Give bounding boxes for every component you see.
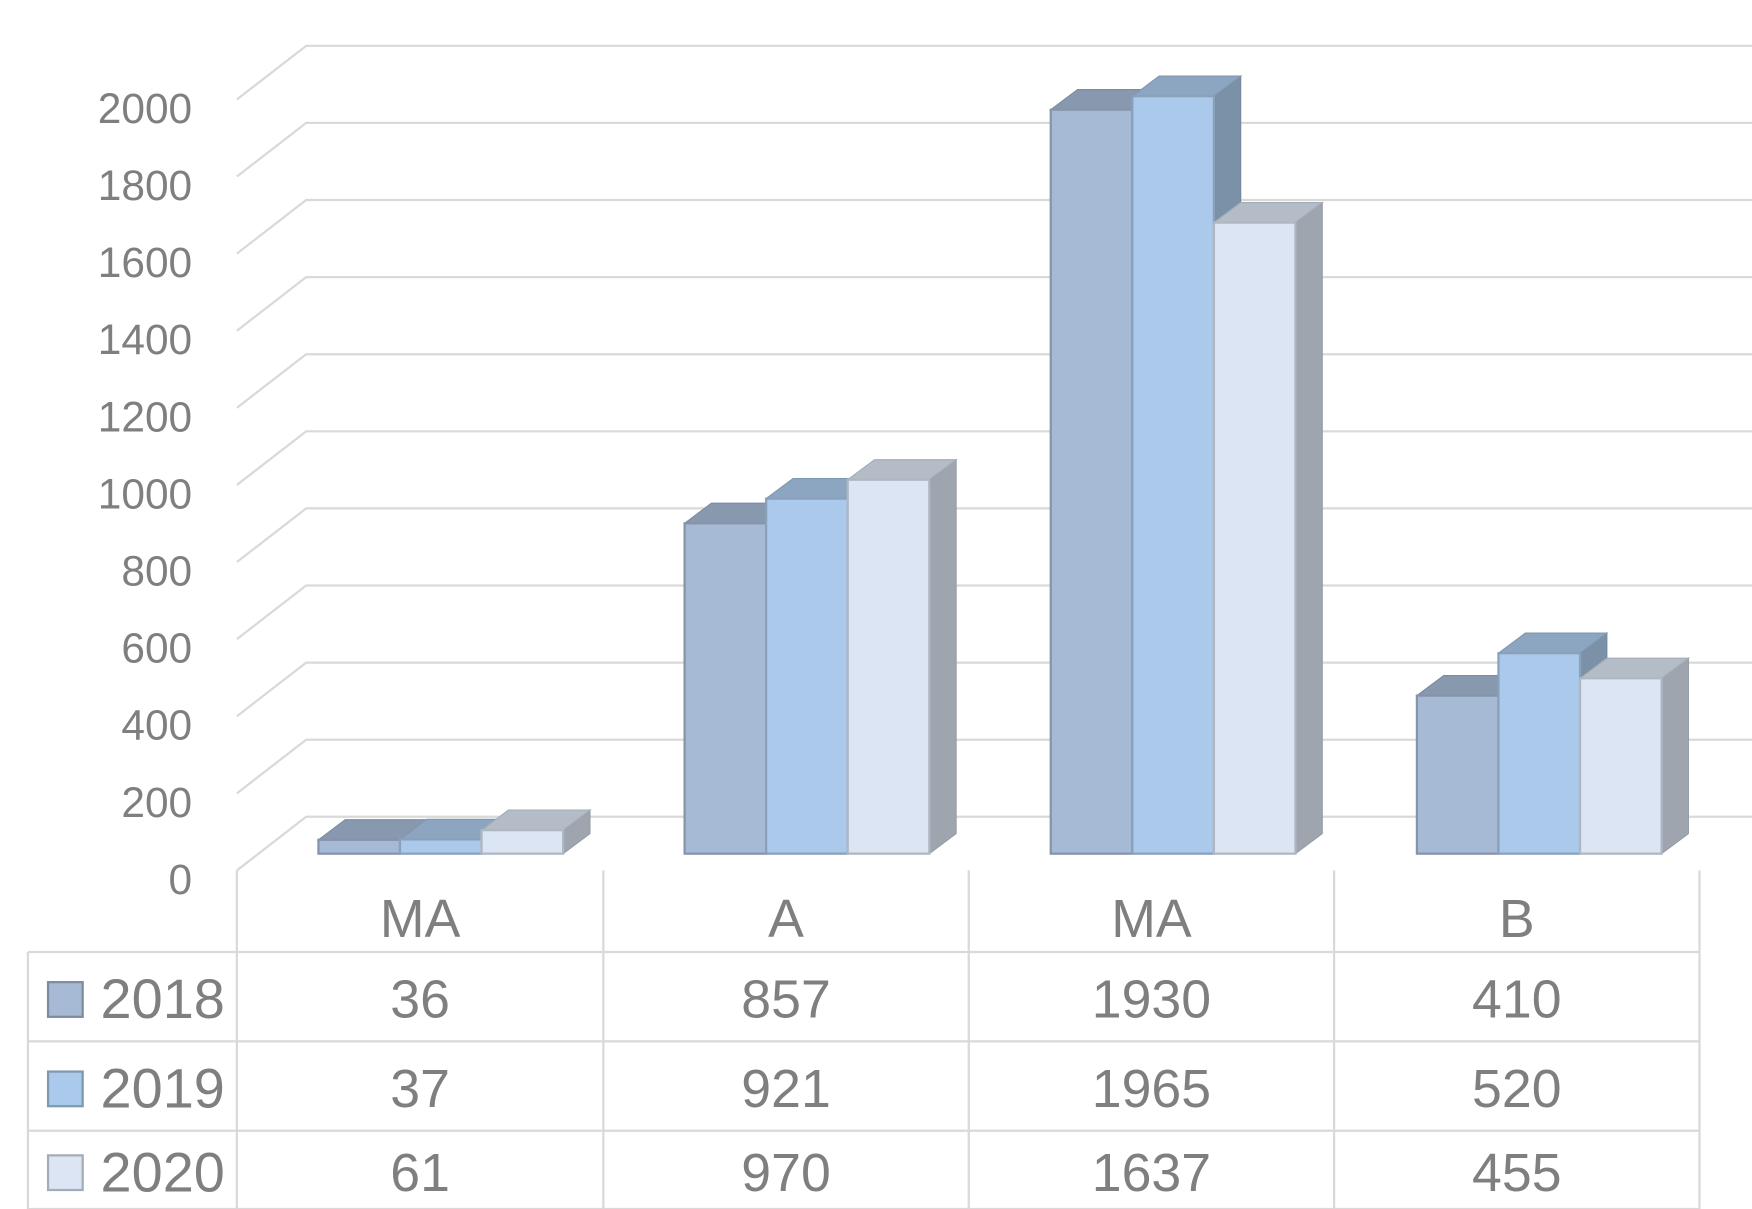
y-tick-label: 1000	[98, 470, 192, 517]
legend-label: 2019	[101, 1057, 225, 1120]
bar	[846, 478, 931, 855]
bar	[683, 522, 768, 855]
bar-side	[1294, 201, 1323, 855]
bar	[1415, 694, 1500, 855]
table-value: 1930	[1092, 970, 1211, 1030]
grid-line	[236, 275, 1752, 332]
x-tick-label: B	[1499, 889, 1535, 949]
legend-label: 2018	[101, 967, 225, 1030]
y-tick-label: 2000	[98, 85, 192, 132]
grid-line	[236, 44, 1752, 101]
table-value: 520	[1472, 1059, 1561, 1119]
bar	[1212, 221, 1297, 855]
y-tick-label: 600	[121, 625, 192, 672]
x-tick-label: A	[768, 889, 804, 949]
table-value: 36	[390, 970, 450, 1030]
grid-line	[236, 198, 1752, 255]
table-value: 455	[1472, 1143, 1561, 1203]
bar-side	[1661, 657, 1689, 855]
legend-key	[46, 1070, 84, 1108]
bar	[1131, 95, 1216, 855]
y-tick-label: 0	[169, 856, 193, 903]
y-tick-label: 200	[121, 779, 192, 826]
y-tick-label: 1800	[98, 162, 192, 209]
legend-key	[46, 1154, 84, 1192]
grid-line	[236, 507, 1752, 563]
grid-line	[236, 584, 1752, 641]
bar	[765, 497, 849, 855]
y-tick-label: 1200	[98, 393, 192, 440]
bar	[480, 829, 565, 855]
bar	[1049, 108, 1134, 855]
bar	[1497, 652, 1582, 855]
grid-line	[236, 121, 1752, 178]
table-value: 970	[741, 1143, 830, 1203]
x-tick-label: MA	[1111, 889, 1192, 949]
y-tick-label: 1600	[98, 239, 192, 286]
legend-label: 2020	[101, 1140, 225, 1203]
bar	[398, 838, 483, 855]
table-value: 1637	[1092, 1143, 1211, 1203]
table-value: 857	[741, 970, 830, 1030]
table-value: 61	[390, 1143, 450, 1203]
bar	[317, 838, 402, 855]
legend-key	[46, 981, 84, 1018]
grid-line	[236, 430, 1752, 486]
y-tick-label: 400	[121, 702, 192, 749]
y-tick-label: 1400	[98, 316, 192, 363]
table-value: 1965	[1092, 1059, 1211, 1119]
table-value: 37	[390, 1059, 450, 1119]
table-value: 410	[1472, 970, 1561, 1030]
bar-side	[928, 458, 957, 855]
x-tick-label: MA	[380, 889, 461, 949]
grid-line	[236, 353, 1752, 409]
y-tick-label: 800	[121, 548, 192, 595]
table-value: 921	[741, 1059, 830, 1119]
bar	[1578, 677, 1663, 855]
